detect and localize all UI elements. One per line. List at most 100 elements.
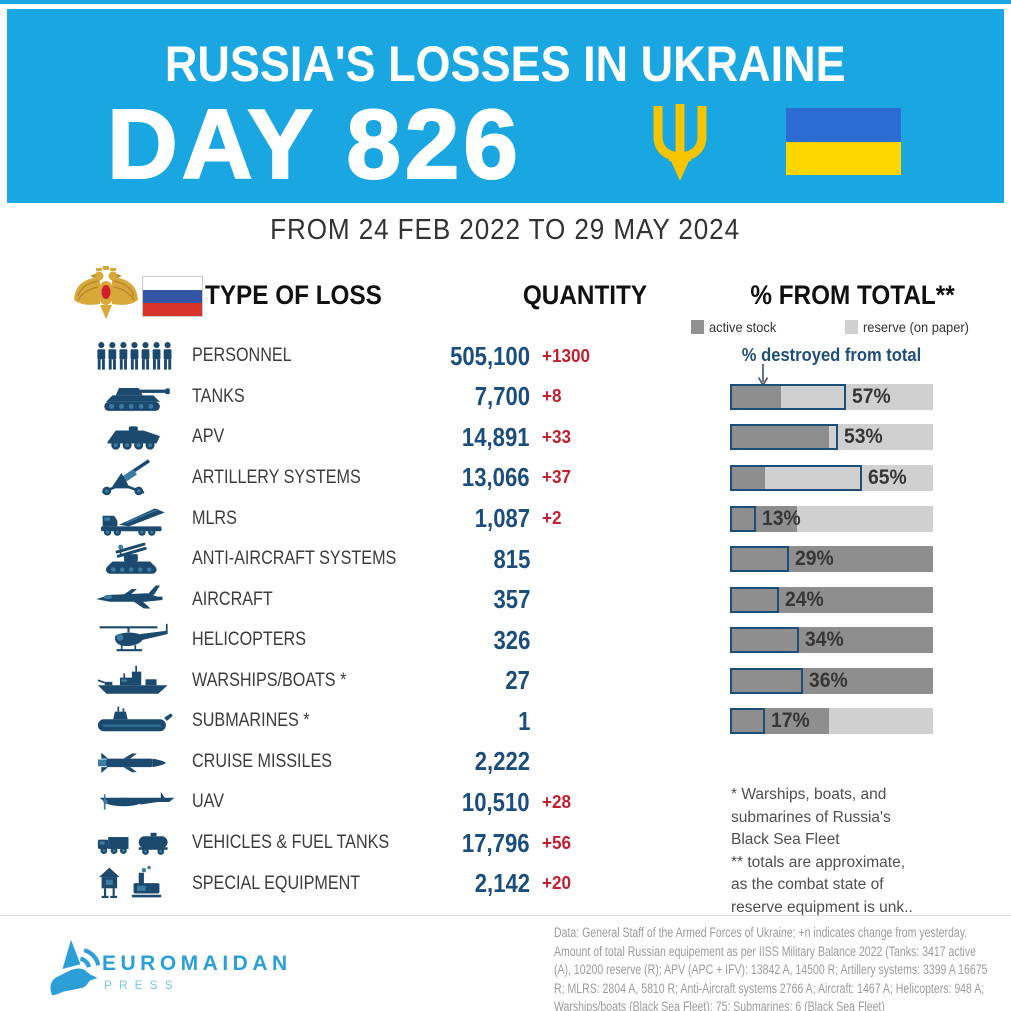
source-line-text: Data: General Staff of the Armed Forces … xyxy=(554,925,968,940)
row-label-text: ANTI-AIRCRAFT SYSTEMS xyxy=(192,548,397,570)
row-label: HELICOPTERS xyxy=(192,620,326,661)
row-delta: +8 xyxy=(542,377,563,418)
tank-icon xyxy=(84,377,190,418)
artillery-icon xyxy=(84,458,190,499)
row-quantity-text: 27 xyxy=(505,665,530,696)
row-quantity: 1 xyxy=(380,701,530,742)
row-label-text: MLRS xyxy=(192,507,237,529)
row-delta: +2 xyxy=(542,498,563,539)
row-delta-text: +2 xyxy=(542,508,562,529)
row-label-text: CRUISE MISSILES xyxy=(192,750,333,772)
column-header-quantity: QUANTITY xyxy=(520,280,650,310)
bar-destroyed-box xyxy=(730,667,804,694)
logo-wordmark: EUROMAIDAN xyxy=(102,952,292,975)
row-label-text: SUBMARINES * xyxy=(192,710,310,732)
bar-destroyed-box xyxy=(730,586,779,613)
row-delta: +1300 xyxy=(542,336,593,377)
source-line-text: Warships/boats (Black Sea Fleet): 75; Su… xyxy=(554,999,885,1011)
row-quantity: 357 xyxy=(380,579,530,620)
row-label-text: WARSHIPS/BOATS * xyxy=(192,669,347,691)
bar-percent-text: 29% xyxy=(794,547,834,571)
row-quantity: 27 xyxy=(380,661,530,702)
percent-bar: 29% xyxy=(730,546,933,573)
row-delta: +33 xyxy=(542,417,573,458)
row-label-text: SPECIAL EQUIPMENT xyxy=(192,872,361,894)
row-label-text: PERSONNEL xyxy=(192,345,292,367)
source-line-text: R; MLRS: 2804 A, 5810 R; Anti-Aircraft s… xyxy=(554,980,985,996)
bar-active-fill xyxy=(730,586,933,613)
bar-active-fill xyxy=(730,424,830,451)
bar-active-fill xyxy=(730,627,933,654)
percent-bar: 24% xyxy=(730,586,933,613)
table-row-special-equipment: SPECIAL EQUIPMENT 2,142 +20 xyxy=(0,863,1011,904)
bar-active-fill xyxy=(730,546,933,573)
row-label: TANKS xyxy=(192,377,254,418)
row-label: UAV xyxy=(192,782,230,823)
ukraine-flag-icon xyxy=(786,108,901,175)
bar-percent-text: 53% xyxy=(843,425,883,449)
bar-destroyed-box xyxy=(730,708,765,735)
bar-active-fill xyxy=(730,464,765,491)
row-quantity-text: 17,796 xyxy=(462,827,530,858)
source-line: (A), 10200 reserve (R); APV (APC + IFV):… xyxy=(554,961,1011,980)
special-equipment-icon xyxy=(84,863,190,904)
row-quantity-text: 10,510 xyxy=(462,786,530,817)
legend-active-stock: active stock xyxy=(691,319,782,335)
row-quantity: 17,796 xyxy=(380,823,530,864)
percent-bar: 36% xyxy=(730,667,933,694)
source-line: Data: General Staff of the Armed Forces … xyxy=(554,924,1011,943)
date-range: FROM 24 FEB 2022 TO 29 MAY 2024 xyxy=(0,216,1011,245)
row-label: MLRS xyxy=(192,498,245,539)
row-quantity: 10,510 xyxy=(380,782,530,823)
row-label: AIRCRAFT xyxy=(192,579,287,620)
bar-percent-text: 36% xyxy=(809,668,848,692)
russian-armed-forces-emblem-icon xyxy=(74,266,138,319)
vehicles-fuel-icon xyxy=(84,823,190,864)
row-label: ANTI-AIRCRAFT SYSTEMS xyxy=(192,539,432,580)
row-quantity: 2,222 xyxy=(380,742,530,783)
percent-bar: 17% xyxy=(730,708,933,735)
row-quantity: 2,142 xyxy=(380,863,530,904)
row-label: SUBMARINES * xyxy=(192,701,330,742)
percent-bar: 34% xyxy=(730,627,933,654)
euromaidan-dove-logo-icon xyxy=(50,939,100,996)
table-row-cruise-missiles: CRUISE MISSILES 2,222 xyxy=(0,742,1011,783)
bar-percent-label: 24% xyxy=(785,587,827,613)
bar-percent-label: 29% xyxy=(795,546,837,572)
row-label-text: TANKS xyxy=(192,385,245,407)
submarine-icon xyxy=(84,701,190,742)
footnote-line: Black Sea Fleet xyxy=(731,831,840,848)
row-label-text: UAV xyxy=(192,791,225,813)
footer-divider xyxy=(0,915,1011,916)
row-delta: +56 xyxy=(542,823,573,864)
footnotes: * Warships, boats, and submarines of Rus… xyxy=(731,784,913,919)
bar-destroyed-box xyxy=(730,383,846,410)
bar-active-fill xyxy=(730,667,933,694)
legend-reserve-label: reserve (on paper) xyxy=(863,318,969,335)
footnote-line: * Warships, boats, and xyxy=(731,786,887,803)
row-label-text: APV xyxy=(192,426,225,448)
row-label: WARSHIPS/BOATS * xyxy=(192,661,374,702)
source-line: Warships/boats (Black Sea Fleet): 75; Su… xyxy=(554,998,1011,1011)
row-label: SPECIAL EQUIPMENT xyxy=(192,863,390,904)
header-banner: RUSSIA'S LOSSES IN UKRAINE DAY 826 xyxy=(7,9,1004,203)
row-quantity-text: 815 xyxy=(493,543,530,574)
apv-icon xyxy=(84,417,190,458)
row-label-text: AIRCRAFT xyxy=(192,588,273,610)
column-header-type-text: TYPE OF LOSS xyxy=(205,279,382,310)
row-delta-text: +1300 xyxy=(542,345,591,366)
bar-percent-text: 34% xyxy=(805,628,844,652)
bar-percent-label: 65% xyxy=(868,465,910,491)
bar-active-fill xyxy=(730,708,830,735)
aircraft-icon xyxy=(84,579,190,620)
bar-percent-text: 13% xyxy=(762,506,802,530)
row-label: PERSONNEL xyxy=(192,336,309,377)
bar-percent-label: 57% xyxy=(852,384,894,410)
active-stock-swatch-icon xyxy=(691,319,704,334)
row-quantity-text: 1,087 xyxy=(474,503,530,534)
warship-icon xyxy=(84,661,190,702)
row-delta-text: +28 xyxy=(542,791,572,812)
row-quantity-text: 7,700 xyxy=(474,381,530,412)
row-quantity-text: 2,222 xyxy=(474,746,530,777)
